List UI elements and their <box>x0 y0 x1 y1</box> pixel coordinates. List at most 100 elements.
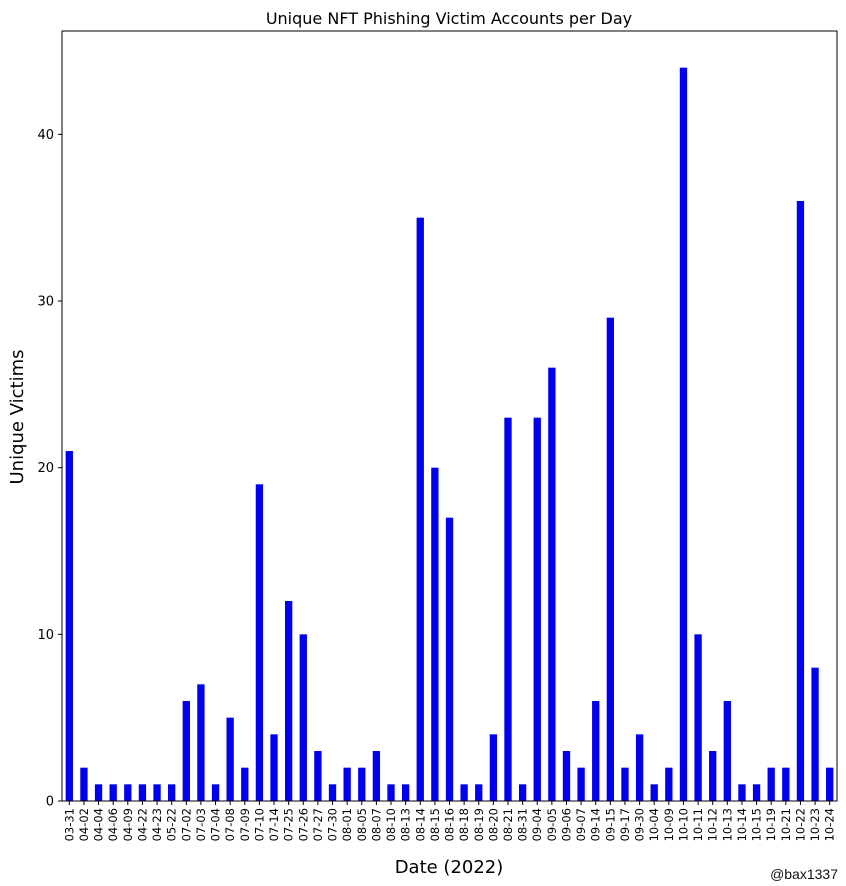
bar-07-14 <box>270 734 278 801</box>
bar-04-06 <box>109 784 117 801</box>
x-tick-label: 10-15 <box>750 808 764 841</box>
x-tick-label: 08-15 <box>428 808 442 841</box>
x-tick-label: 10-13 <box>720 808 734 841</box>
bar-08-13 <box>401 784 410 801</box>
x-tick-label: 08-20 <box>486 808 500 841</box>
y-axis-label: Unique Victims <box>7 350 28 485</box>
x-tick-label: 04-04 <box>92 808 106 841</box>
x-tick-label: 08-19 <box>472 808 486 841</box>
x-tick-label: 08-13 <box>399 808 413 841</box>
x-tick-label: 08-07 <box>369 808 383 841</box>
x-tick-label: 04-09 <box>121 808 135 841</box>
y-tick-label: 0 <box>46 795 54 810</box>
x-tick-label: 10-21 <box>779 808 793 841</box>
bar-10-15 <box>752 784 761 801</box>
bar-08-31 <box>518 784 527 801</box>
bar-08-01 <box>343 767 351 801</box>
x-tick-label: 08-10 <box>384 808 398 841</box>
bar-10-12 <box>709 751 717 801</box>
bar-10-10 <box>679 67 688 802</box>
bar-08-20 <box>489 734 498 801</box>
bar-07-27 <box>314 751 322 801</box>
x-tick-label: 04-02 <box>77 808 91 841</box>
bar-09-14 <box>592 701 600 801</box>
x-tick-label: 10-19 <box>764 808 778 841</box>
x-axis-label: Date (2022) <box>395 857 504 878</box>
bar-10-22 <box>796 201 805 801</box>
bar-07-04 <box>211 784 220 801</box>
x-tick-label: 09-15 <box>603 808 617 841</box>
y-tick-label: 20 <box>37 461 54 476</box>
chart-title: Unique NFT Phishing Victim Accounts per … <box>266 9 632 28</box>
bar-10-04 <box>650 784 658 801</box>
bar-04-09 <box>124 784 132 801</box>
x-tick-label: 09-14 <box>589 808 603 841</box>
bar-08-07 <box>372 751 381 801</box>
bar-09-07 <box>577 767 585 801</box>
bar-04-23 <box>153 784 161 801</box>
x-tick-label: 09-30 <box>633 808 647 841</box>
bar-10-11 <box>694 634 702 801</box>
x-tick-label: 09-06 <box>559 808 573 841</box>
bar-09-06 <box>562 751 571 801</box>
bar-09-17 <box>621 767 629 801</box>
bar-07-30 <box>328 784 337 801</box>
x-tick-label: 10-12 <box>706 808 720 841</box>
x-tick-label: 07-03 <box>194 808 208 841</box>
x-tick-label: 10-24 <box>823 808 837 841</box>
y-tick-label: 10 <box>37 628 54 643</box>
x-tick-label: 07-26 <box>296 808 310 841</box>
bar-09-15 <box>606 317 614 801</box>
bar-08-14 <box>416 217 424 802</box>
bar-04-04 <box>94 784 103 801</box>
x-tick-label: 07-04 <box>209 808 223 841</box>
bar-04-22 <box>138 784 147 801</box>
x-tick-label: 07-27 <box>311 808 325 841</box>
bar-07-02 <box>182 701 190 801</box>
x-tick-label: 04-23 <box>150 808 164 841</box>
x-tick-label: 09-05 <box>545 808 559 841</box>
bar-07-25 <box>285 601 293 801</box>
bar-08-21 <box>504 417 512 801</box>
x-tick-label: 07-25 <box>282 808 296 841</box>
x-tick-label: 04-22 <box>135 808 149 841</box>
x-tick-label: 09-17 <box>618 808 632 841</box>
bar-10-14 <box>738 784 746 801</box>
x-tick-label: 10-14 <box>735 808 749 841</box>
bar-08-16 <box>445 517 454 801</box>
bar-10-13 <box>723 701 731 801</box>
x-tick-label: 10-09 <box>662 808 676 841</box>
bars-group <box>65 67 834 802</box>
x-tick-label: 08-14 <box>413 808 427 841</box>
x-tick-label: 10-10 <box>676 808 690 841</box>
bar-10-09 <box>665 767 673 801</box>
bar-05-22 <box>168 784 176 801</box>
x-tick-label: 07-10 <box>252 808 266 841</box>
bar-10-19 <box>767 767 775 801</box>
x-tick-label: 07-02 <box>179 808 193 841</box>
bar-10-23 <box>811 667 819 801</box>
x-tick-label: 07-09 <box>238 808 252 841</box>
x-tick-label: 09-07 <box>574 808 588 841</box>
bar-04-02 <box>80 767 88 801</box>
x-tick-label: 08-16 <box>443 808 457 841</box>
bar-10-24 <box>826 767 834 801</box>
x-tick-label: 07-30 <box>326 808 340 841</box>
x-tick-label: 10-04 <box>647 808 661 841</box>
x-axis: 03-31 04-02 04-04 04-06 04-09 04-22 04-23 05-22… <box>62 801 837 841</box>
bar-09-04 <box>533 417 541 801</box>
x-tick-label: 08-18 <box>457 808 471 841</box>
bar-08-05 <box>358 767 366 801</box>
y-axis: 0 10 20 30 40 <box>37 128 62 810</box>
x-tick-label: 08-21 <box>501 808 515 841</box>
x-tick-label: 10-22 <box>793 808 807 841</box>
x-tick-label: 08-01 <box>340 808 354 841</box>
y-tick-label: 40 <box>37 128 54 143</box>
bar-09-30 <box>635 734 644 801</box>
bar-07-26 <box>299 634 307 801</box>
x-tick-label: 10-11 <box>691 808 705 841</box>
x-tick-label: 04-06 <box>106 808 120 841</box>
bar-08-18 <box>460 784 468 801</box>
bar-03-31 <box>65 451 73 801</box>
